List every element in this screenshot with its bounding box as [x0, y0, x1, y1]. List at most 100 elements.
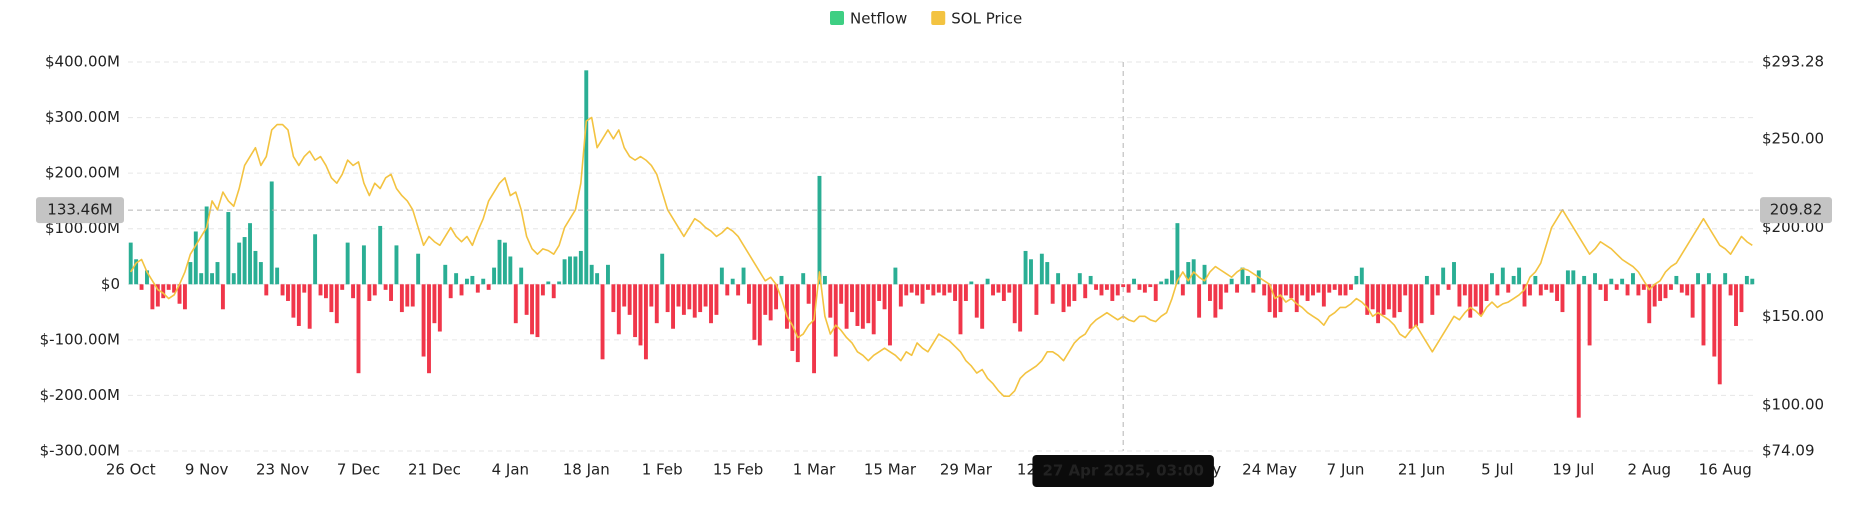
bar — [1386, 284, 1391, 310]
bar — [1023, 250, 1028, 285]
x-tick-label: 15 Mar — [864, 461, 917, 479]
bar — [1441, 267, 1446, 285]
bar — [893, 267, 898, 285]
bar — [1001, 284, 1006, 301]
bar — [296, 284, 301, 326]
bar — [182, 284, 187, 310]
bar — [839, 284, 844, 304]
bar — [1142, 284, 1147, 293]
bar — [649, 284, 654, 307]
bar — [519, 267, 524, 285]
bar — [1652, 284, 1657, 307]
bar — [1365, 284, 1370, 315]
x-tick-label: 16 Aug — [1699, 461, 1752, 479]
bar — [427, 284, 431, 374]
bar — [394, 245, 399, 285]
bar — [150, 284, 155, 310]
crosshair-y-label: 133.46M — [47, 201, 112, 219]
bar — [323, 284, 328, 299]
bar — [1620, 278, 1625, 285]
x-tick-label: 26 Oct — [106, 461, 156, 479]
legend-swatch[interactable] — [931, 11, 946, 25]
bar — [1717, 284, 1722, 385]
bar — [1321, 284, 1326, 307]
bar — [741, 267, 746, 285]
bar — [1625, 284, 1630, 296]
x-tick-label: 1 Mar — [793, 461, 836, 479]
bar — [801, 273, 806, 285]
bar — [660, 253, 665, 285]
bar — [622, 284, 627, 307]
bar — [1603, 284, 1608, 301]
bar — [763, 284, 768, 315]
bar — [177, 284, 182, 304]
bar — [1039, 253, 1044, 285]
y2-tick-label: $293.28 — [1762, 53, 1824, 71]
y-tick-label: $-300.00M — [40, 442, 120, 460]
bar — [1658, 284, 1663, 301]
bar — [671, 284, 675, 329]
crosshair-y2-box — [1760, 197, 1832, 224]
bar — [676, 284, 681, 307]
bar — [920, 284, 925, 304]
bar — [752, 284, 757, 340]
bar — [454, 273, 459, 285]
bar — [1012, 284, 1017, 324]
bar — [1696, 273, 1701, 285]
bar — [1072, 284, 1077, 301]
bar — [1457, 284, 1462, 307]
y2-tick-label: $74.09 — [1762, 442, 1815, 460]
bar — [1121, 284, 1126, 288]
bar — [1414, 284, 1418, 326]
bar — [237, 242, 242, 285]
bar — [1381, 284, 1386, 315]
bar — [925, 284, 930, 290]
bar — [248, 223, 252, 285]
bar — [600, 284, 605, 360]
bar — [1435, 284, 1440, 296]
bar — [1419, 284, 1424, 324]
bar — [665, 284, 670, 313]
bar — [703, 284, 708, 307]
bar — [1278, 284, 1283, 313]
x-tick-label: 29 Mar — [940, 461, 993, 479]
bar — [340, 284, 345, 290]
bar — [513, 284, 518, 324]
legend-label[interactable]: SOL Price — [951, 10, 1022, 28]
bar — [1197, 284, 1202, 318]
bar — [1148, 284, 1153, 288]
bar — [1115, 284, 1120, 296]
bar — [904, 284, 909, 296]
bar — [280, 284, 285, 296]
bar — [1690, 284, 1695, 318]
bar — [1126, 284, 1131, 293]
bar — [953, 284, 958, 301]
bar — [1587, 284, 1592, 346]
bar — [969, 281, 974, 285]
line-layer — [130, 116, 1753, 397]
bar — [443, 264, 448, 285]
bar — [459, 284, 464, 296]
bar — [1132, 278, 1136, 285]
bar — [410, 284, 415, 307]
bar — [584, 70, 589, 285]
bar — [128, 242, 133, 285]
y-tick-label: $400.00M — [45, 53, 120, 71]
legend-label[interactable]: Netflow — [850, 10, 907, 28]
bar — [389, 284, 393, 301]
bar — [1332, 284, 1337, 290]
bar — [1029, 259, 1033, 285]
bar — [351, 284, 356, 299]
bar — [1262, 284, 1267, 296]
bar — [416, 253, 421, 285]
bar — [1159, 281, 1164, 285]
bar — [318, 284, 323, 296]
bar — [795, 284, 800, 363]
bar — [367, 284, 372, 301]
bar — [1636, 284, 1641, 296]
bar — [1338, 284, 1343, 296]
x-tick-label: 18 Jan — [563, 461, 610, 479]
bar — [275, 267, 280, 285]
legend-swatch[interactable] — [830, 11, 844, 25]
